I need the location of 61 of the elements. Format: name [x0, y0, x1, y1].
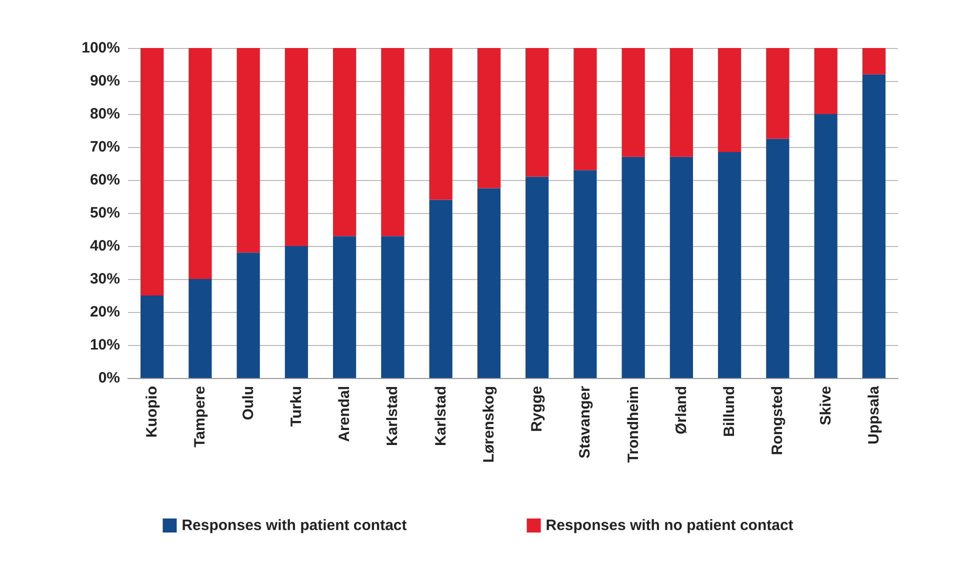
x-tick-label: Stavanger [576, 386, 594, 459]
x-tick-label: Skive [817, 386, 834, 426]
bar [140, 48, 164, 296]
x-tick-label: Arendal [336, 386, 354, 442]
y-tick-label: 20% [90, 304, 120, 320]
bar [429, 200, 452, 378]
x-tick-label: Trondheim [624, 386, 642, 463]
x-tick-label: Rygge [528, 386, 546, 432]
y-tick-label: 90% [90, 72, 120, 90]
bar [526, 48, 549, 177]
y-tick-label: 10% [90, 336, 120, 354]
bar [477, 48, 500, 188]
y-tick-label: 100% [82, 40, 120, 56]
bar [670, 48, 693, 157]
bar [236, 252, 260, 378]
x-tick-label: Uppsala [865, 385, 882, 444]
legend-label: Responses with no patient contact [546, 517, 794, 534]
bar [477, 188, 500, 378]
x-tick-label: Ørland [672, 386, 690, 434]
bar [862, 48, 886, 74]
y-tick-label: 30% [90, 270, 120, 288]
bar [284, 246, 308, 378]
bar [333, 48, 356, 236]
y-tick-label: 50% [90, 204, 120, 222]
x-tick-label: Karlstad [432, 386, 450, 446]
bar [381, 236, 404, 378]
y-tick-label: 40% [90, 238, 120, 254]
bar [622, 156, 645, 378]
bar [429, 48, 452, 200]
x-tick-label: Karlstad [384, 386, 402, 446]
y-tick-label: 60% [90, 172, 120, 188]
x-tick-label: Billund [721, 386, 738, 437]
bar [766, 138, 790, 378]
bar [526, 176, 549, 378]
bar [718, 152, 742, 378]
bar [140, 296, 164, 378]
bar [814, 114, 838, 378]
bar [862, 74, 886, 378]
bar [814, 48, 838, 114]
bar [333, 236, 356, 378]
bar [284, 48, 308, 246]
bar [766, 48, 790, 139]
y-tick-label: 80% [90, 106, 120, 122]
bar [670, 156, 693, 378]
x-tick-label: Kuopio [144, 386, 161, 438]
bar [574, 48, 597, 170]
bar [188, 279, 212, 378]
y-tick-label: 0% [98, 370, 120, 386]
bar [236, 48, 260, 253]
bar [622, 48, 645, 157]
x-tick-label: Tampere [192, 386, 209, 448]
x-tick-label: Lørenskog [480, 386, 498, 463]
x-tick-label: Oulu [240, 386, 257, 420]
bar [718, 48, 742, 152]
x-tick-label: Turku [288, 386, 305, 427]
bar [381, 48, 404, 236]
bar [188, 48, 212, 279]
bar [574, 170, 597, 378]
x-tick-label: Rongsted [769, 386, 786, 456]
y-tick-label: 70% [90, 138, 120, 156]
legend-label: Responses with patient contact [182, 517, 407, 534]
